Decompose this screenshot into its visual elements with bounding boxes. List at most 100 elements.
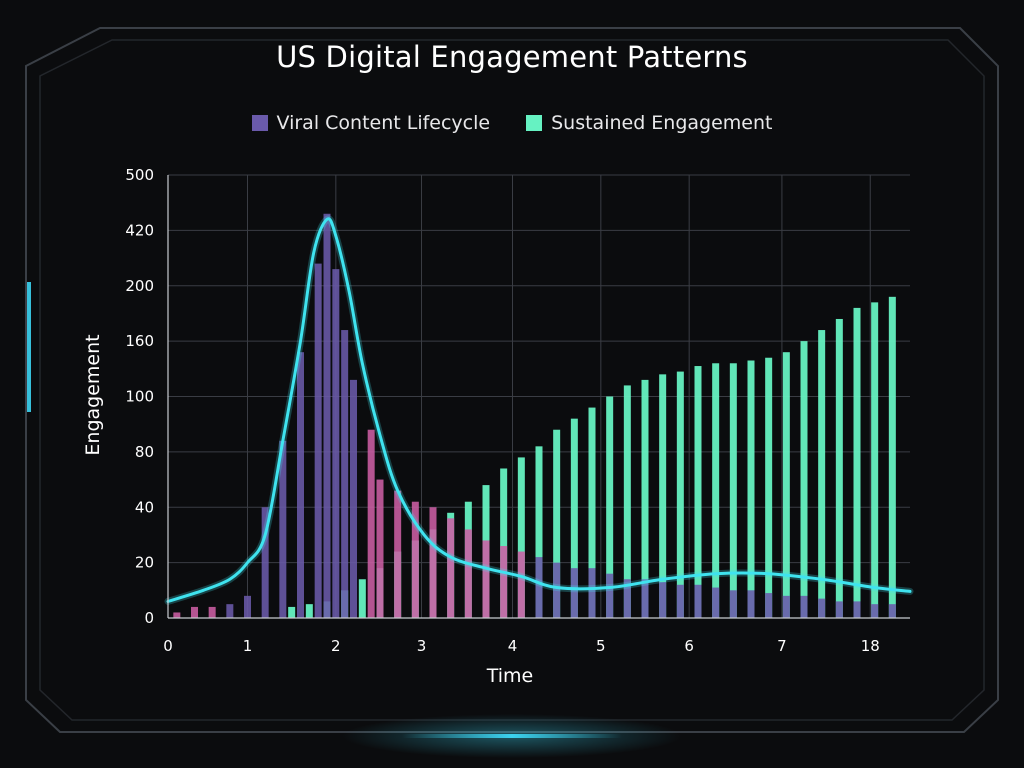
viral-bar-31 (676, 584, 684, 618)
viral-bar-41 (853, 601, 861, 618)
viral-bars (173, 213, 896, 618)
viral-bar-1 (191, 606, 198, 618)
axes (167, 175, 910, 619)
tick-labels: 0 20 40 80 100 160 200 420 500 0 1 2 3 4 5 6 7 18 (125, 166, 879, 655)
y-tick-label-7: 420 (125, 221, 154, 239)
viral-bar-38 (800, 595, 808, 618)
bottom-accent-glow (402, 734, 622, 738)
legend-swatch-sustained (526, 115, 543, 131)
sustained-bar-33 (871, 302, 879, 618)
x-axis-title: Time (486, 665, 534, 687)
viral-bar-36 (765, 593, 773, 618)
viral-bar-19 (464, 529, 472, 618)
viral-bar-6 (279, 440, 287, 618)
viral-bar-35 (747, 590, 755, 618)
viral-bar-26 (588, 568, 596, 618)
sustained-bar-32 (853, 307, 861, 618)
trend-line (164, 215, 914, 605)
viral-bar-28 (623, 579, 631, 618)
viral-bar-5 (261, 507, 269, 618)
viral-bar-42 (871, 604, 879, 618)
sustained-bar-1 (305, 604, 313, 618)
legend-swatch-viral (251, 115, 268, 131)
sustained-bar-26 (747, 360, 755, 618)
sustained-bars (288, 296, 896, 618)
viral-bar-32 (694, 584, 702, 618)
viral-bar-8 (314, 263, 322, 618)
viral-bar-24 (553, 562, 561, 618)
sustained-bar-15 (553, 429, 561, 618)
viral-bar-4 (244, 595, 251, 618)
viral-bar-29 (641, 579, 649, 618)
viral-bar-23 (535, 557, 543, 618)
y-tick-label-4: 100 (125, 388, 154, 406)
legend-item-sustained: Sustained Engagement (526, 112, 773, 134)
legend: Viral Content Lifecycle Sustained Engage… (0, 112, 1024, 134)
sustained-bar-22 (676, 371, 684, 618)
x-tick-label-8: 18 (861, 637, 880, 655)
x-tick-label-6: 6 (684, 637, 694, 655)
viral-bar-25 (570, 568, 578, 618)
viral-bar-13 (367, 429, 375, 618)
sustained-bar-29 (800, 341, 808, 618)
frame-outline (25, 27, 999, 733)
y-tick-label-1: 20 (135, 554, 154, 572)
viral-bar-39 (818, 598, 826, 618)
viral-bar-34 (729, 590, 737, 618)
sustained-bar-24 (712, 363, 720, 618)
viral-bar-18 (447, 518, 455, 618)
y-axis-title: Engagement (82, 334, 104, 455)
viral-bar-17 (429, 507, 437, 618)
legend-label-viral: Viral Content Lifecycle (276, 112, 491, 134)
viral-bar-11 (341, 330, 349, 618)
viral-bar-14 (376, 479, 384, 618)
viral-bar-21 (500, 546, 508, 618)
sustained-bar-14 (535, 446, 543, 618)
trend-line-path (166, 217, 912, 603)
sustained-bar-0 (288, 606, 296, 618)
sustained-bar-30 (818, 330, 826, 618)
sustained-bar-17 (588, 407, 596, 618)
viral-bar-30 (659, 582, 667, 618)
sustained-bar-16 (570, 418, 578, 618)
viral-bar-0 (173, 612, 181, 618)
x-tick-label-7: 7 (777, 637, 787, 655)
sustained-bar-34 (888, 296, 896, 618)
y-tick-label-8: 500 (125, 166, 154, 184)
viral-bar-15 (394, 490, 402, 618)
y-tick-label-5: 160 (125, 332, 154, 350)
sustained-bar-25 (729, 363, 737, 618)
viral-bar-3 (226, 604, 234, 618)
left-accent-glow (27, 282, 31, 412)
viral-bar-33 (712, 587, 720, 618)
sustained-bar-19 (623, 385, 631, 618)
sustained-bar-20 (641, 379, 649, 618)
sustained-bar-28 (782, 352, 790, 618)
x-tick-label-1: 1 (243, 637, 253, 655)
viral-bar-27 (606, 573, 614, 618)
y-tick-label-2: 40 (135, 498, 154, 516)
chart-title: US Digital Engagement Patterns (276, 40, 748, 74)
y-tick-label-6: 200 (125, 277, 154, 295)
y-tick-label-3: 80 (135, 443, 154, 461)
sustained-bar-31 (835, 318, 843, 618)
viral-bar-40 (835, 601, 843, 618)
viral-bar-20 (482, 540, 490, 618)
viral-bar-2 (208, 606, 216, 618)
sustained-bar-18 (606, 396, 614, 618)
viral-bar-7 (297, 352, 304, 618)
viral-bar-12 (350, 379, 357, 618)
viral-bar-43 (888, 604, 896, 618)
sustained-bar-13 (517, 457, 525, 618)
legend-item-viral: Viral Content Lifecycle (251, 112, 491, 134)
x-tick-label-0: 0 (163, 637, 173, 655)
x-tick-label-4: 4 (508, 637, 518, 655)
x-tick-label-3: 3 (417, 637, 427, 655)
legend-label-sustained: Sustained Engagement (551, 112, 773, 134)
x-tick-label-2: 2 (331, 637, 341, 655)
sustained-bar-4 (358, 579, 366, 618)
sustained-bar-23 (694, 366, 702, 618)
sustained-bar-21 (659, 374, 667, 618)
